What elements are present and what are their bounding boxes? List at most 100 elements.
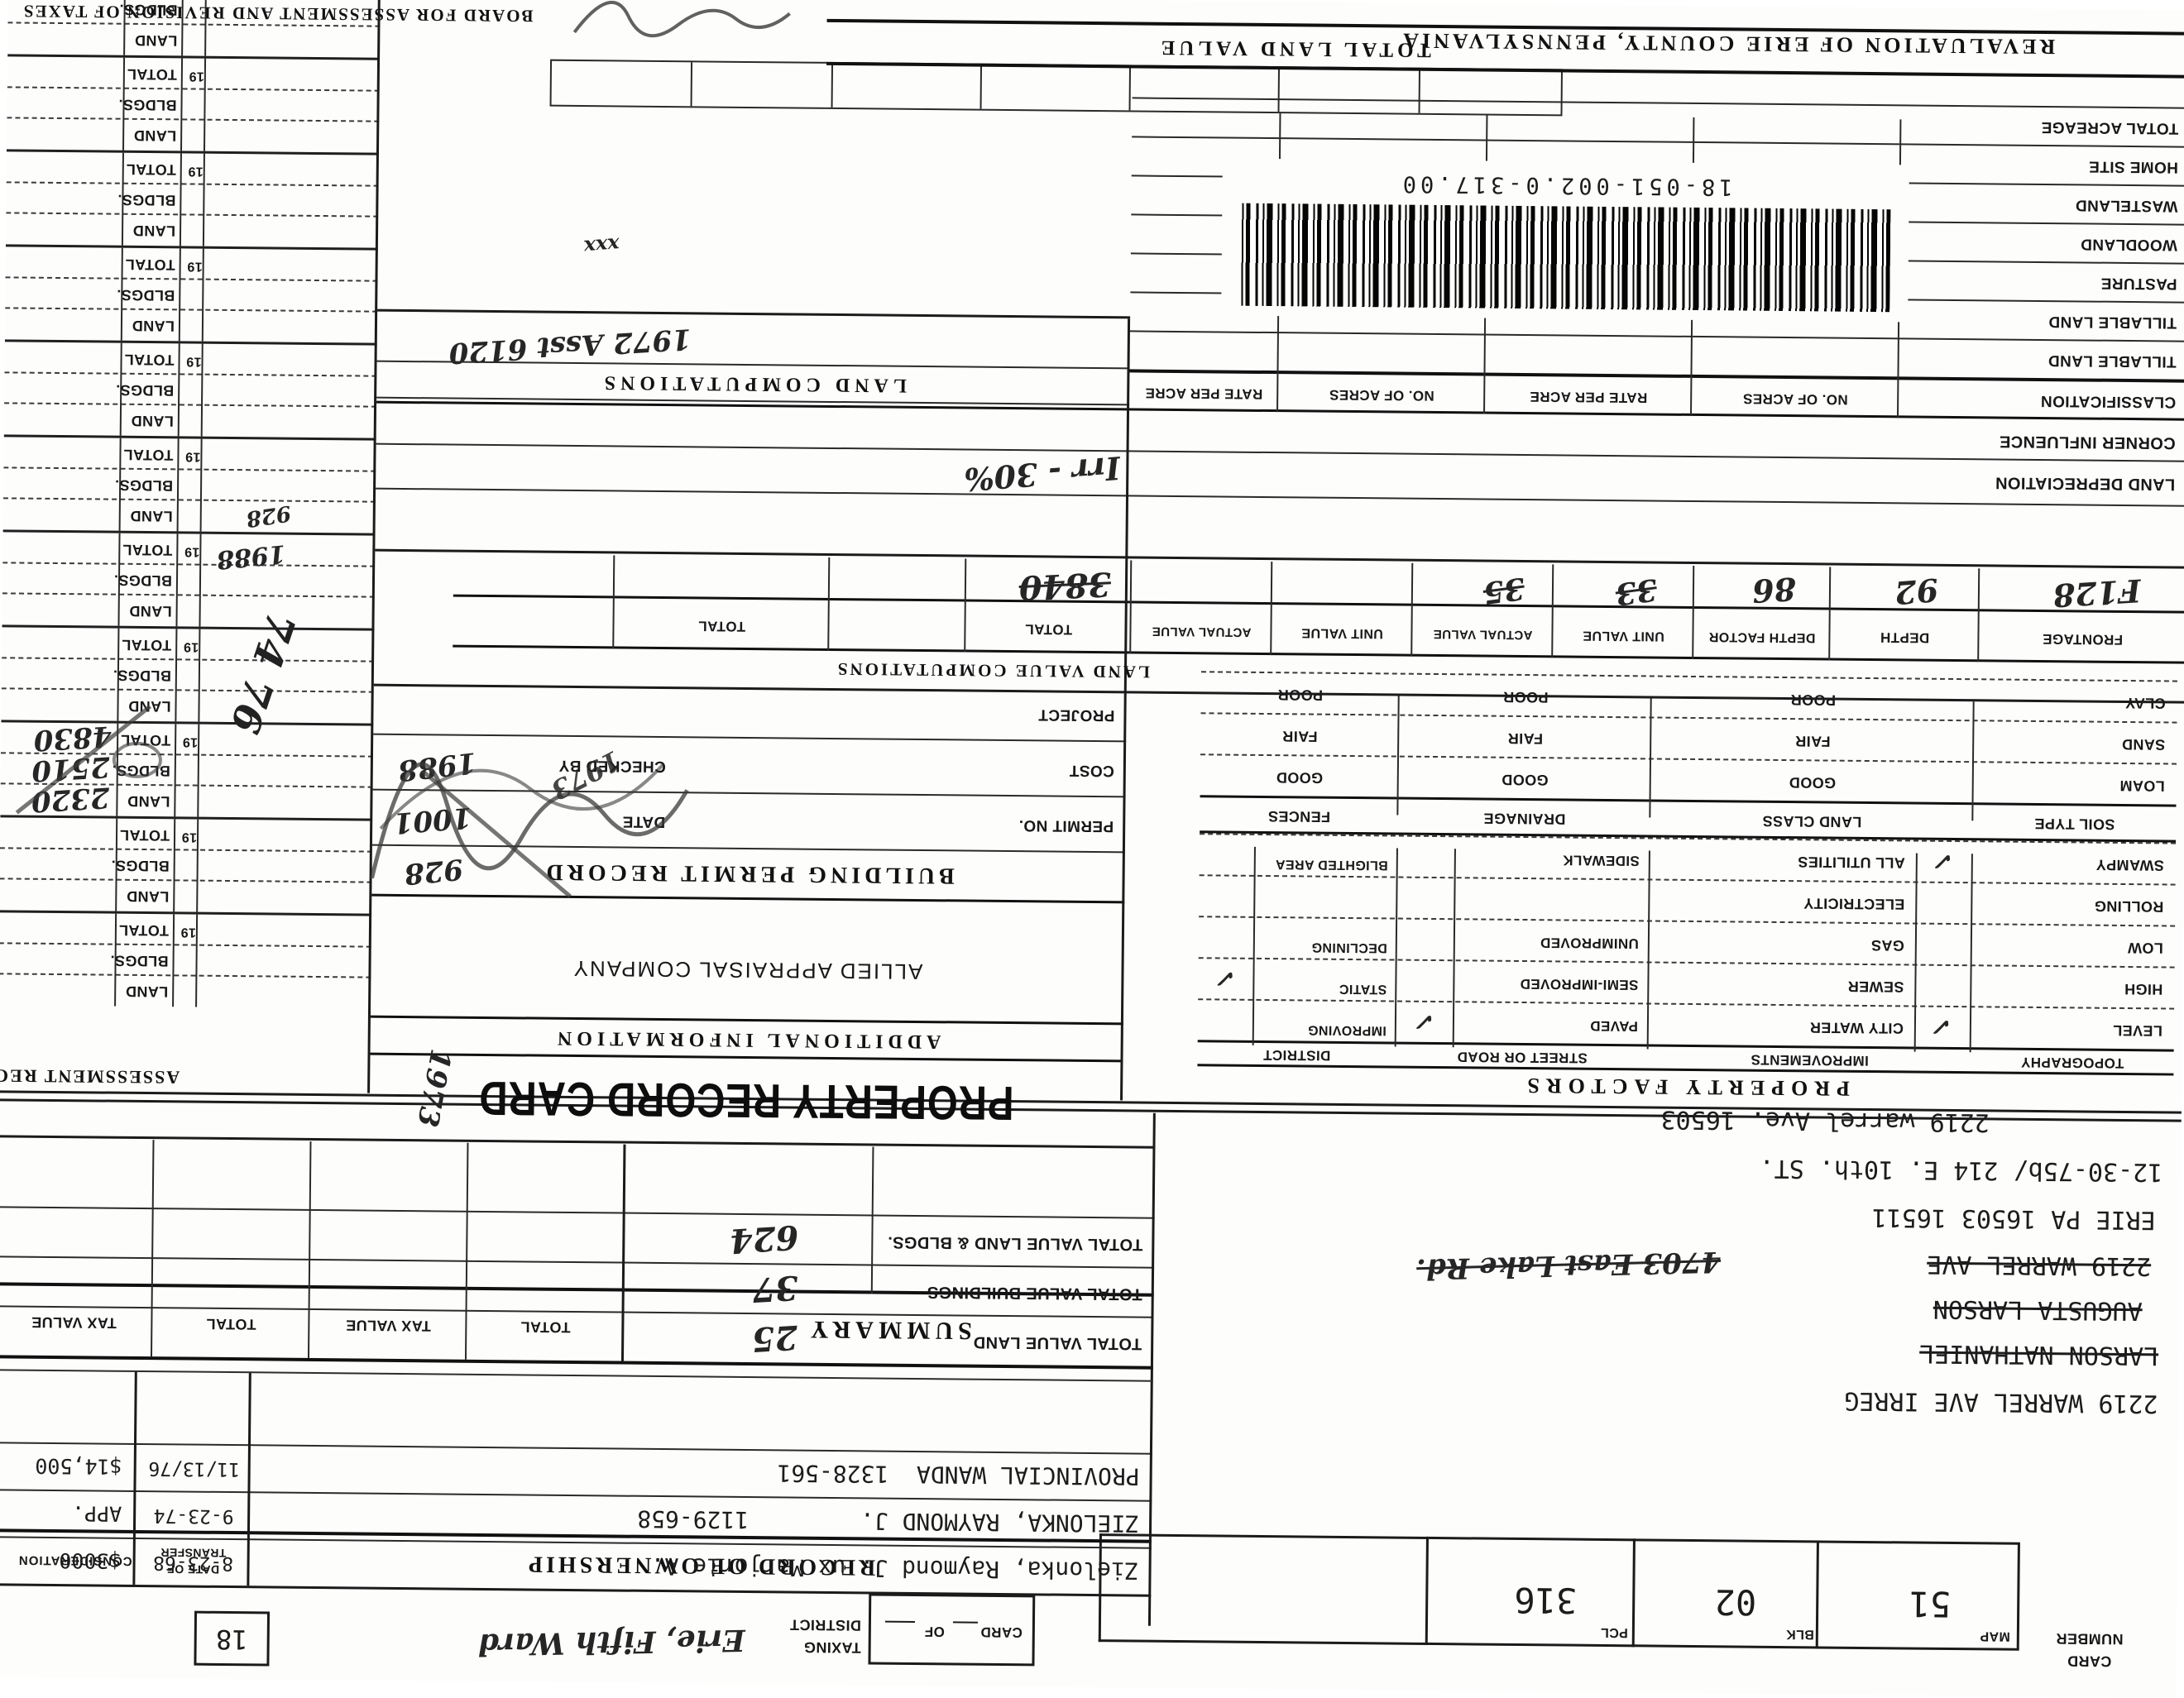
pencil-scribble-assessment bbox=[15, 705, 162, 815]
classification-row-label: TOTAL ACREAGE bbox=[2041, 117, 2179, 137]
consideration-value: $14,500 bbox=[35, 1453, 122, 1479]
district-checkmark bbox=[1203, 950, 1252, 951]
total-header-1: TOTAL bbox=[1024, 621, 1073, 638]
land-computations-title-bar: LAND COMPUTATIONS bbox=[376, 360, 1130, 406]
permit-project-label: PROJECT bbox=[1037, 706, 1115, 725]
transfer-date: 9-23-74 bbox=[153, 1504, 234, 1528]
assessment-group: LAND BLDGS. 19 TOTAL bbox=[5, 149, 379, 248]
struck-address: 2219 WARREL AVE bbox=[1927, 1249, 2152, 1281]
classification-row-label: WASTELAND bbox=[2075, 196, 2178, 215]
card-blank-line bbox=[952, 1621, 978, 1625]
owner-name: ZIELONKA, RAYMOND J. 1129-658 bbox=[637, 1504, 1140, 1538]
classification-row-label: TILLABLE LAND bbox=[2048, 352, 2177, 371]
transfer-date: 8-23-68 bbox=[153, 1552, 234, 1575]
corner-influence-label: CORNER INFLUENCE bbox=[1999, 432, 2176, 452]
classification-row-label: TILLABLE LAND bbox=[2048, 313, 2177, 332]
owner-name: PROVINCIAL WANDA 1328-561 bbox=[777, 1459, 1140, 1490]
district-header: DISTRICT bbox=[1262, 1046, 1331, 1064]
soil-option: SAND bbox=[2121, 735, 2166, 753]
classification-header: CLASSIFICATION bbox=[2040, 391, 2177, 411]
street-option: UNIMPROVED bbox=[1540, 935, 1639, 952]
soil-type-header: SOIL TYPE bbox=[2034, 815, 2115, 833]
land-class-option: GOOD bbox=[1789, 774, 1837, 792]
assessment-year-prefix: 19 bbox=[183, 639, 199, 654]
assessment-group: LAND BLDGS. 19 TOTAL bbox=[3, 339, 377, 438]
district-option bbox=[1255, 913, 1387, 915]
assessment-year-prefix: 19 bbox=[186, 259, 203, 274]
actual-value-header-2: ACTUAL VALUE bbox=[1152, 624, 1252, 639]
pcl-label: PCL bbox=[1600, 1624, 1628, 1640]
land-value-computations-title: LAND VALUE COMPUTATIONS bbox=[835, 659, 1151, 682]
summary-row-label: TOTAL VALUE LAND & BLDGS. bbox=[887, 1232, 1143, 1254]
summary-row-value: 37 bbox=[750, 1267, 800, 1309]
assessment-year-prefix: 19 bbox=[189, 69, 204, 84]
map-label: MAP bbox=[1980, 1629, 2010, 1643]
street-checkmark bbox=[1402, 870, 1454, 871]
depth-factor-header: DEPTH FACTOR bbox=[1708, 629, 1816, 645]
city-line: ERIE PA 16503 16511 bbox=[1871, 1203, 2156, 1235]
lvc-total-value: 3840 bbox=[1018, 564, 1112, 608]
street-option: SIDEWALK bbox=[1562, 852, 1640, 869]
owner-name: Zielonka, Raymond J. ux Marjorie A. bbox=[650, 1552, 1139, 1585]
improvements-checkmark bbox=[1918, 958, 1970, 959]
street-checkmark bbox=[1401, 994, 1452, 995]
map-value: 51 bbox=[1909, 1583, 1952, 1625]
taxing-district-value: Erie, Fifth Ward bbox=[477, 1622, 746, 1662]
page-title: PROPERTY RECORD CARD bbox=[478, 1070, 1014, 1131]
frontage-value: F128 bbox=[2052, 572, 2143, 615]
assessment-land-label: LAND bbox=[134, 31, 178, 50]
improvements-checkmark: ✓ bbox=[1934, 847, 1955, 876]
pcl-value: 316 bbox=[1514, 1579, 1578, 1621]
assessment-land-label: LAND bbox=[132, 317, 175, 335]
actual-value-header-1: ACTUAL VALUE bbox=[1433, 626, 1533, 643]
actual-value-value: 35 bbox=[1481, 570, 1527, 610]
assessment-land-label: LAND bbox=[128, 602, 172, 620]
assessment-total-label: TOTAL bbox=[123, 446, 174, 464]
card-number-label: CARD NUMBER bbox=[2056, 1630, 2124, 1670]
assessment-year-prefix: 19 bbox=[185, 354, 202, 369]
summary-row-label: TOTAL VALUE LAND bbox=[973, 1332, 1142, 1353]
improvements-option: ELECTRICITY bbox=[1803, 895, 1905, 913]
no-of-acres-header-2: NO. OF ACRES bbox=[1329, 386, 1434, 404]
classification-row-label: PASTURE bbox=[2100, 274, 2177, 293]
blk-label: BLK bbox=[1785, 1627, 1814, 1642]
assessment-bldgs-label: BLDGS. bbox=[116, 286, 175, 304]
blk-cell: BLK 02 bbox=[1631, 1538, 1822, 1649]
struck-owner-1: LARSON NATHANIEL bbox=[1918, 1338, 2159, 1370]
assessment-total-label: TOTAL bbox=[127, 65, 177, 84]
district-checkmark bbox=[1203, 909, 1252, 910]
land-class-option: FAIR bbox=[1794, 733, 1831, 750]
assessment-bldgs-label: BLDGS. bbox=[113, 667, 171, 685]
frontage-header: FRONTAGE bbox=[2042, 631, 2124, 648]
improvements-option: ALL UTILITIES bbox=[1797, 854, 1905, 872]
appraisal-company: ALLIED APPRAISAL COMPANY bbox=[572, 955, 923, 985]
assessment-bldgs-label: BLDGS. bbox=[117, 191, 176, 209]
topography-option: LEVEL bbox=[2112, 1021, 2162, 1040]
assessment-land-label: LAND bbox=[132, 222, 176, 240]
additional-information-title: ADDITIONAL INFORMATION bbox=[552, 1026, 941, 1053]
assessment-total-label: TOTAL bbox=[126, 160, 176, 179]
assessment-record-column: LAND BLDGS. 19 TOTAL LAND BLDGS. 19 bbox=[0, 0, 381, 1009]
topography-option: ROLLING bbox=[2094, 897, 2164, 916]
depth-header: DEPTH bbox=[1880, 629, 1930, 646]
property-factors-table: PROPERTY FACTORS TOPOGRAPHY IMPROVEMENTS… bbox=[1197, 671, 2177, 1110]
no-of-acres-header-1: NO. OF ACRES bbox=[1742, 390, 1848, 408]
unit-value-value: 33 bbox=[1613, 572, 1660, 612]
topography-option: SWAMPY bbox=[2095, 856, 2164, 874]
land-value-computations: LAND VALUE COMPUTATIONS FRONTAGE DEPTH D… bbox=[453, 552, 2184, 701]
assessment-group: LAND BLDGS. 19 TOTAL bbox=[4, 244, 378, 343]
district-option: IMPROVING bbox=[1307, 1022, 1387, 1038]
assessment-bldgs-label: BLDGS. bbox=[111, 857, 170, 875]
depth-value: 92 bbox=[1893, 571, 1940, 612]
classification-row-label: HOME SITE bbox=[2088, 157, 2179, 176]
assessment-land-label: LAND bbox=[130, 507, 173, 525]
pencil-scribble-footer bbox=[572, 1, 791, 38]
of-label: OF bbox=[924, 1624, 945, 1640]
blk-value: 02 bbox=[1714, 1581, 1757, 1623]
assessment-total-label: TOTAL bbox=[124, 351, 175, 369]
assessment-group: LAND BLDGS. 19 TOTAL bbox=[0, 910, 372, 1009]
struck-owner-2: AUGUSTA LARSON bbox=[1933, 1294, 2143, 1326]
assessment-bldgs-label: BLDGS. bbox=[115, 381, 175, 399]
land-depreciation-label: LAND DEPRECIATION bbox=[1995, 473, 2176, 494]
